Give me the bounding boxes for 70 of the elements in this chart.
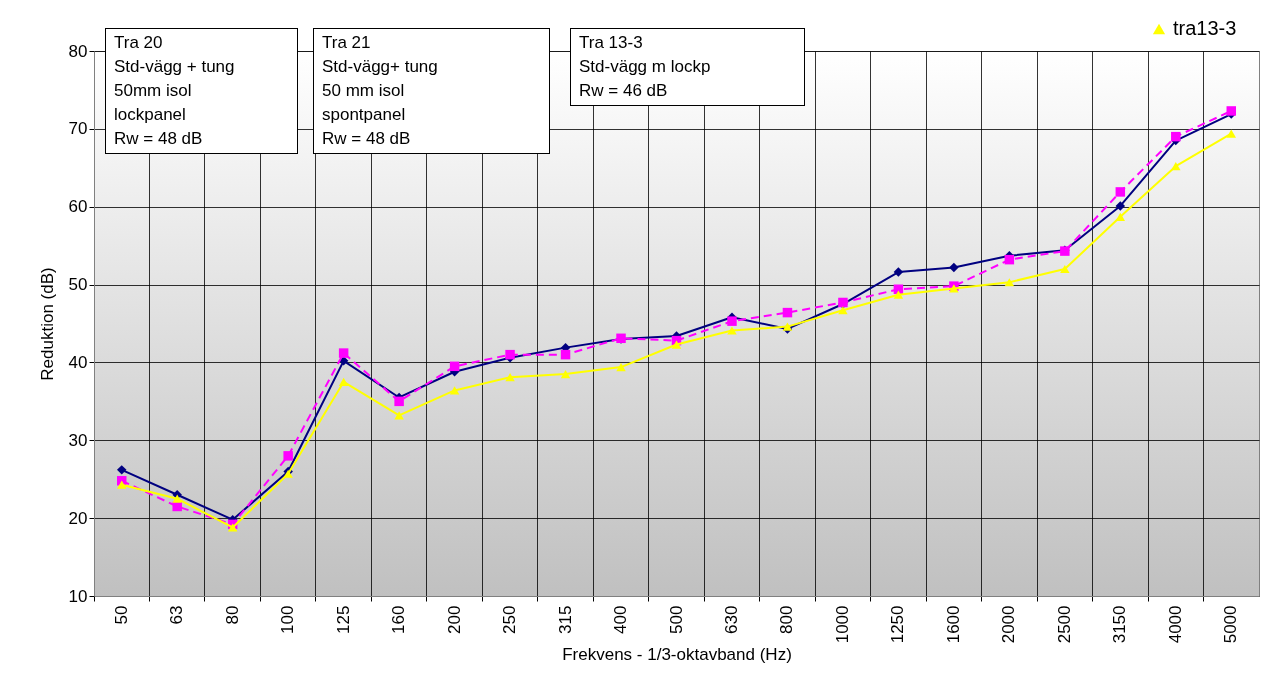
point: [782, 307, 793, 318]
point: [227, 523, 238, 532]
point: [172, 494, 182, 503]
point: [616, 362, 626, 372]
point: [1004, 254, 1015, 265]
point: [172, 501, 182, 512]
x-tick-label: 3150: [1110, 605, 1130, 644]
point: [838, 306, 848, 315]
x-tick-label: 1250: [888, 605, 908, 644]
text-box: Tra 21 Std-vägg+ tung 50 mm isol spontpanel Rw = 48 dB: [313, 28, 550, 154]
point: [1115, 187, 1126, 197]
x-tick-label: 5000: [1221, 605, 1241, 644]
point: [560, 349, 571, 360]
y-tick-label: 60: [68, 197, 88, 217]
point: [1115, 201, 1126, 211]
x-tick-label: 400: [611, 605, 631, 634]
x-tick-label: 2000: [999, 605, 1019, 644]
x-tick-label: 100: [278, 605, 298, 634]
point: [893, 290, 904, 299]
point: [338, 377, 349, 386]
y-tick-label: 40: [68, 352, 88, 372]
y-tick-label: 10: [68, 586, 88, 606]
y-tick-label: 30: [68, 430, 88, 450]
x-tick-label: 500: [666, 605, 686, 634]
x-tick-label: 200: [444, 605, 464, 634]
point: [560, 370, 571, 379]
x-tick-label: 1000: [832, 605, 852, 644]
point: [1226, 129, 1236, 138]
text-box: Tra 13-3 Std-vägg m lockp Rw = 46 dB: [570, 28, 805, 106]
y-tick-label: 70: [68, 119, 88, 139]
x-tick-label: 1600: [943, 605, 963, 644]
point: [1171, 162, 1181, 171]
legend-label: tra13-3: [1173, 17, 1237, 39]
y-tick-label: 80: [68, 41, 88, 61]
point: [117, 465, 127, 475]
point: [117, 480, 127, 489]
x-tick-label: 800: [777, 605, 797, 634]
x-tick-label: 125: [333, 605, 353, 634]
point: [893, 267, 904, 277]
x-tick-label: 63: [167, 605, 187, 625]
point: [449, 361, 460, 372]
point: [1060, 264, 1070, 274]
point: [449, 386, 460, 395]
point: [1115, 212, 1126, 221]
x-tick-label: 50: [111, 605, 131, 625]
point: [893, 284, 904, 294]
point: [505, 373, 515, 382]
x-tick-label: 160: [389, 605, 409, 634]
x-axis-title: Frekvens - 1/3-oktavband (Hz): [562, 645, 792, 665]
point: [671, 340, 682, 349]
point: [1004, 278, 1015, 287]
y-tick-label: 50: [68, 275, 88, 295]
x-tick-label: 2500: [1054, 605, 1074, 644]
x-tick-label: 80: [222, 605, 242, 625]
text-box: Tra 20 Std-vägg + tung 50mm isol lockpanel Rw = 48 dB: [105, 28, 298, 154]
point: [505, 349, 515, 360]
point: [727, 316, 737, 326]
x-tick-label: 630: [721, 605, 741, 634]
x-tick-label: 250: [500, 605, 520, 634]
point: [338, 348, 349, 358]
point: [727, 326, 737, 335]
x-tick-label: 315: [555, 605, 575, 634]
point: [283, 451, 293, 461]
point: [949, 262, 959, 273]
point: [394, 411, 404, 420]
point: [394, 396, 404, 407]
x-tick-label: 4000: [1165, 605, 1185, 644]
y-axis-title: Reduktion (dB): [37, 267, 57, 381]
y-tick-label: 20: [68, 508, 88, 528]
point: [1171, 131, 1181, 142]
